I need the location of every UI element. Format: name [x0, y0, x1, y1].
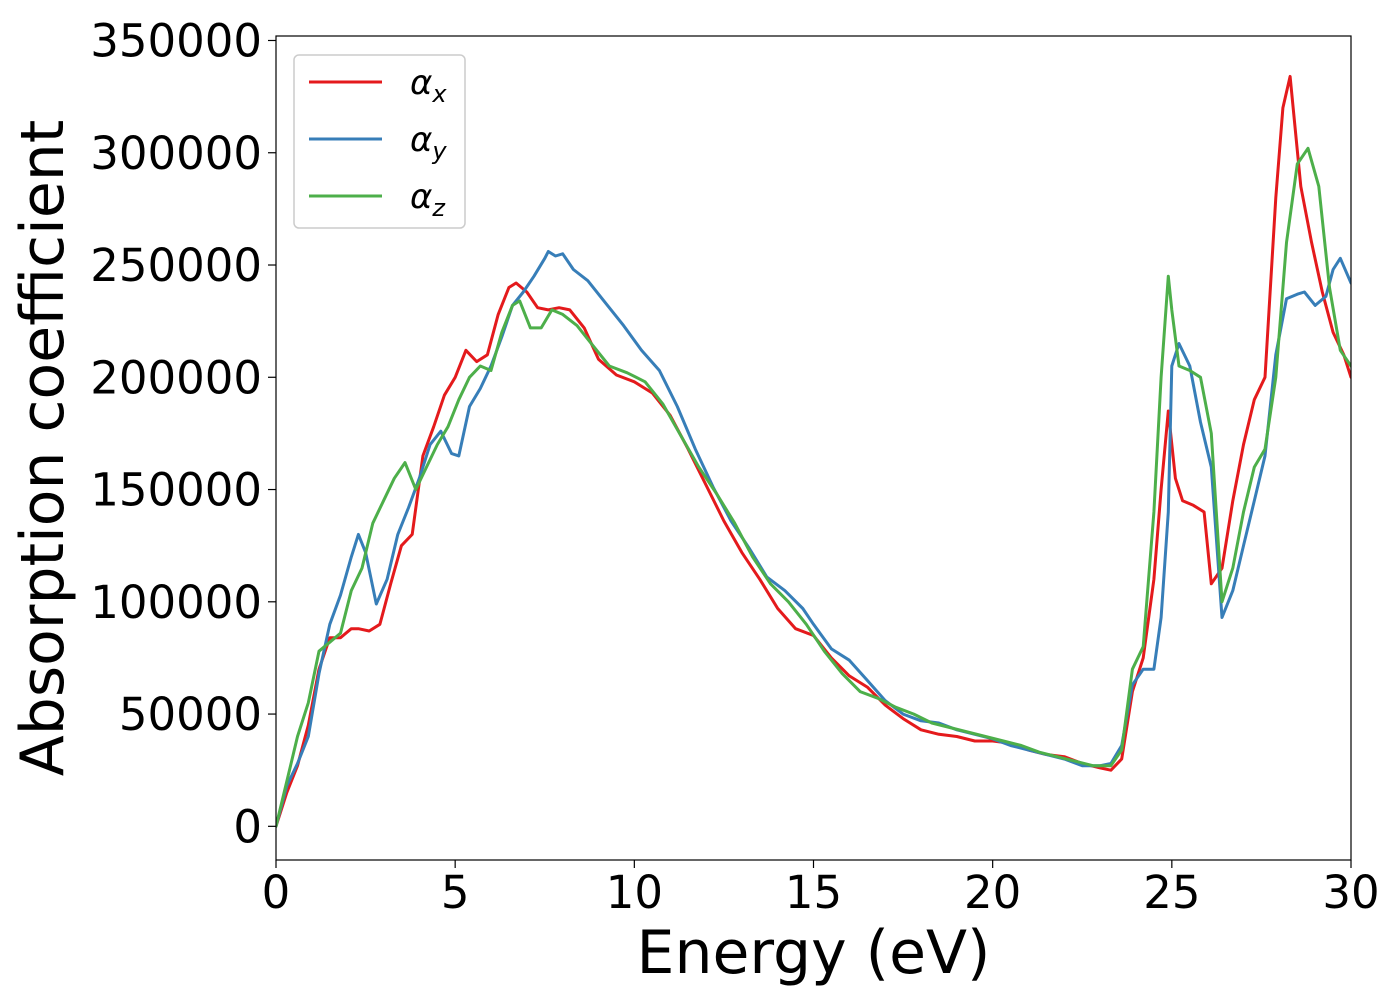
y-tick-label: 250000 — [90, 239, 262, 292]
y-axis: 0 50000 100000 150000 200000 250000 300000 3500… — [90, 14, 276, 853]
legend-label-z: αz — [410, 177, 446, 222]
x-axis: 0 5 10 15 20 25 30 — [262, 860, 1380, 919]
legend-label-x: αx — [410, 63, 447, 108]
series-layer — [276, 74, 1351, 828]
y-tick-label: 0 — [233, 800, 262, 853]
y-tick-label: 50000 — [119, 688, 262, 741]
y-tick-label: 350000 — [90, 14, 262, 67]
x-tick-label: 15 — [785, 866, 842, 919]
y-axis-title: Absorption coefficient — [8, 120, 78, 777]
legend-box — [293, 54, 466, 229]
y-tick-label: 150000 — [90, 464, 262, 517]
series-line-y — [276, 250, 1351, 828]
y-tick-label: 300000 — [90, 127, 262, 180]
x-tick-label: 5 — [441, 866, 470, 919]
x-axis-title: Energy (eV) — [637, 918, 991, 988]
series-line-z — [276, 146, 1351, 828]
x-tick-label: 25 — [1143, 866, 1200, 919]
legend-label-y: αy — [410, 120, 447, 165]
legend: αx αy αz — [293, 54, 466, 229]
x-tick-label: 10 — [606, 866, 663, 919]
y-tick-label: 200000 — [90, 351, 262, 404]
x-tick-label: 0 — [262, 866, 291, 919]
y-tick-label: 100000 — [90, 576, 262, 629]
x-tick-label: 30 — [1322, 866, 1379, 919]
x-tick-label: 20 — [964, 866, 1021, 919]
